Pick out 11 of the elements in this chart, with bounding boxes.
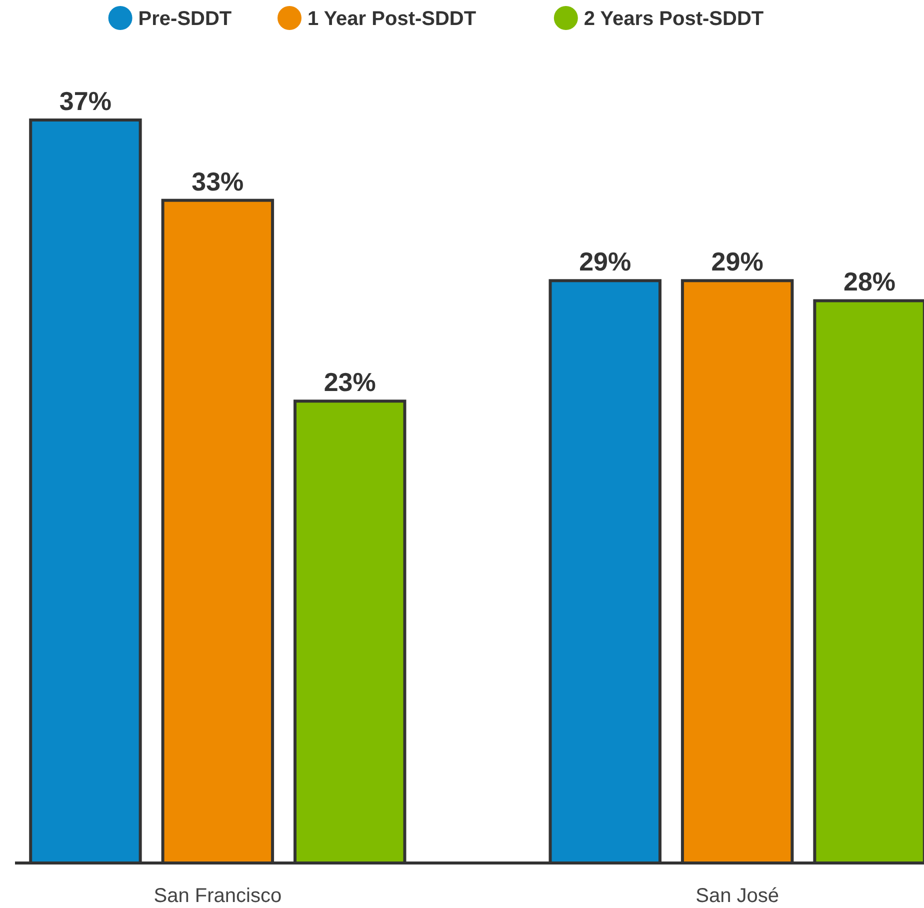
data-label: 23%	[324, 367, 376, 398]
x-tick-label: San José	[696, 885, 780, 907]
legend-label: 1 Year Post-SDDT	[308, 8, 476, 30]
data-label: 29%	[711, 246, 764, 277]
x-tick-label: San Francisco	[154, 885, 282, 907]
legend-label: Pre-SDDT	[138, 8, 232, 30]
legend-label: 2 Years Post-SDDT	[584, 8, 764, 30]
data-label: 37%	[59, 86, 112, 116]
data-label: 28%	[844, 266, 896, 297]
data-label: 29%	[579, 246, 632, 277]
data-label: 33%	[192, 166, 244, 196]
